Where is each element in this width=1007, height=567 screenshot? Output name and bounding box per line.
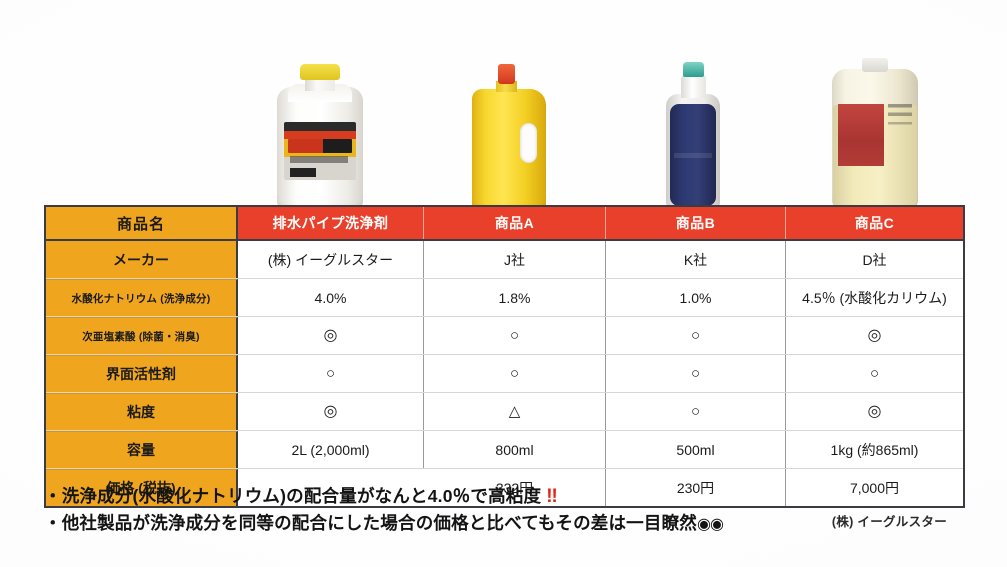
cell-hypochlorous-2: ○: [606, 317, 786, 354]
comparison-table: 商品名 排水パイプ洗浄剤 商品A 商品B 商品C メーカー (株) イーグルスタ…: [44, 205, 965, 508]
cell-price-1: 332円: [424, 469, 606, 506]
cell-maker-0: (株) イーグルスター: [238, 241, 424, 278]
cell-volume-2: 500ml: [606, 431, 786, 468]
cell-price-0: [238, 469, 424, 506]
rating-mark: ◎: [867, 326, 882, 344]
cell-viscosity-1: △: [424, 393, 606, 430]
product-image-spacer: [44, 40, 224, 210]
cell-maker-3: D社: [786, 241, 963, 278]
header-column-1: 商品A: [424, 207, 606, 239]
rating-mark: ○: [325, 365, 336, 382]
cell-volume-1: 800ml: [424, 431, 606, 468]
cell-viscosity-0: ◎: [238, 393, 424, 430]
cell-surfactant-2: ○: [606, 355, 786, 392]
double-exclamation-icon: ‼: [546, 486, 558, 507]
eyes-icon: ◉◉: [696, 516, 724, 533]
table-header-row: 商品名 排水パイプ洗浄剤 商品A 商品B 商品C: [46, 207, 963, 239]
cell-maker-1: J社: [424, 241, 606, 278]
footer-line-2: ・他社製品が洗浄成分を同等の配合にした場合の価格と比べてもその差は一目瞭然◉◉: [44, 510, 965, 538]
cell-sodium-0: 4.0%: [238, 279, 424, 316]
cell-price-2: 230円: [606, 469, 786, 506]
cell-surfactant-1: ○: [424, 355, 606, 392]
row-label-hypochlorous: 次亜塩素酸 (除菌・消臭): [46, 317, 238, 354]
footer-notes: ・洗浄成分(水酸化ナトリウム)の配合量がなんと4.0％で高粘度 ‼ ・他社製品が…: [44, 483, 965, 545]
table-row: 水酸化ナトリウム (洗浄成分) 4.0% 1.8% 1.0% 4.5％ (水酸化…: [46, 278, 963, 316]
cell-viscosity-3: ◎: [786, 393, 963, 430]
cell-volume-3: 1kg (約865ml): [786, 431, 963, 468]
cell-volume-0: 2L (2,000ml): [238, 431, 424, 468]
row-label-sodium-hydroxide: 水酸化ナトリウム (洗浄成分): [46, 279, 238, 316]
table-row: 容量 2L (2,000ml) 800ml 500ml 1kg (約865ml): [46, 430, 963, 468]
product-image-2: [602, 40, 784, 210]
rating-mark: ○: [690, 327, 701, 344]
row-label-price: 価格 (税抜): [46, 469, 238, 506]
row-label-viscosity: 粘度: [46, 393, 238, 430]
bottle-navy-icon: [664, 62, 722, 210]
footer-line-1-text: ・洗浄成分(水酸化ナトリウム)の配合量がなんと4.0％で高粘度: [44, 486, 547, 506]
cell-price-3: 7,000円: [786, 469, 963, 506]
bottle-amber-icon: [831, 58, 918, 210]
company-signature: (株) イーグルスター: [831, 515, 947, 529]
header-label-cell: 商品名: [46, 207, 238, 239]
rating-mark: ◎: [323, 402, 338, 420]
rating-mark: ◎: [867, 402, 882, 420]
product-image-3: [784, 40, 965, 210]
cell-sodium-2: 1.0%: [606, 279, 786, 316]
table-row: 次亜塩素酸 (除菌・消臭) ◎ ○ ○ ◎: [46, 316, 963, 354]
cell-sodium-1: 1.8%: [424, 279, 606, 316]
rating-mark: ○: [509, 327, 520, 344]
cell-hypochlorous-0: ◎: [238, 317, 424, 354]
rating-mark: ○: [690, 403, 701, 420]
cell-maker-2: K社: [606, 241, 786, 278]
product-image-strip: [44, 40, 965, 210]
row-label-surfactant: 界面活性剤: [46, 355, 238, 392]
cell-sodium-3: 4.5％ (水酸化カリウム): [786, 279, 963, 316]
cell-surfactant-3: ○: [786, 355, 963, 392]
cell-hypochlorous-1: ○: [424, 317, 606, 354]
rating-mark: △: [508, 403, 521, 420]
table-row: 界面活性剤 ○ ○ ○ ○: [46, 354, 963, 392]
bottle-white-jug-icon: [274, 64, 366, 210]
footer-line-2-text: ・他社製品が洗浄成分を同等の配合にした場合の価格と比べてもその差は一目瞭然: [44, 513, 697, 533]
table-row: メーカー (株) イーグルスター J社 K社 D社: [46, 239, 963, 278]
rating-mark: ○: [869, 365, 880, 382]
row-label-volume: 容量: [46, 431, 238, 468]
rating-mark: ◎: [323, 326, 338, 344]
header-column-3: 商品C: [786, 207, 963, 239]
table-row: 粘度 ◎ △ ○ ◎: [46, 392, 963, 430]
cell-hypochlorous-3: ◎: [786, 317, 963, 354]
rating-mark: ○: [690, 365, 701, 382]
row-label-maker: メーカー: [46, 241, 238, 278]
header-column-0: 排水パイプ洗浄剤: [238, 207, 424, 239]
footer-line-1: ・洗浄成分(水酸化ナトリウム)の配合量がなんと4.0％で高粘度 ‼: [44, 483, 965, 510]
rating-mark: ○: [509, 365, 520, 382]
table-row: 価格 (税抜) 332円 230円 7,000円: [46, 468, 963, 506]
cell-viscosity-2: ○: [606, 393, 786, 430]
product-image-1: [416, 40, 602, 210]
product-image-0: [224, 40, 416, 210]
bottle-yellow-jug-icon: [472, 64, 546, 210]
cell-surfactant-0: ○: [238, 355, 424, 392]
header-column-2: 商品B: [606, 207, 786, 239]
